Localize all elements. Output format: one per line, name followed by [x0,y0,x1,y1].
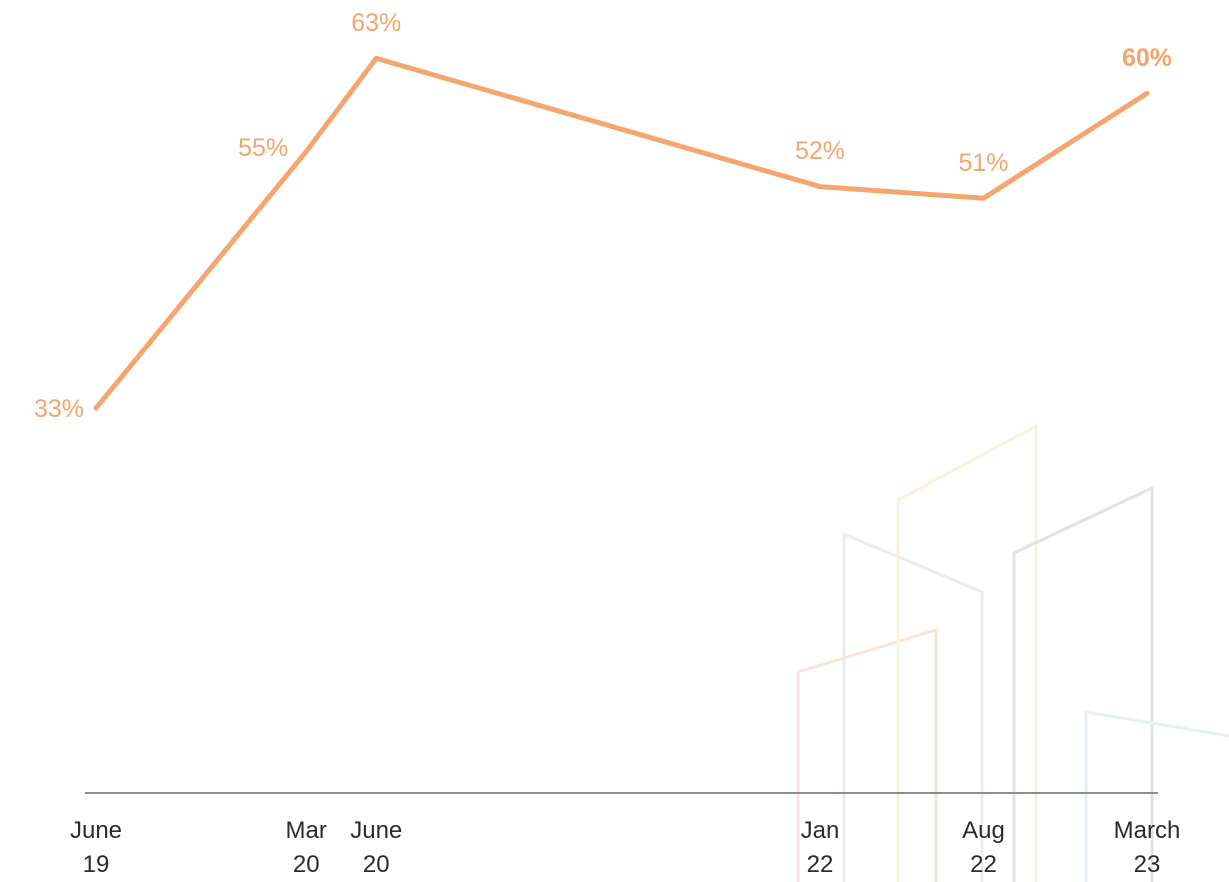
x-tick-label: March 23 [1114,817,1181,878]
x-tick-label: Mar 20 [286,817,327,878]
x-tick-label: Jan 22 [801,817,840,878]
x-tick-label: Aug 22 [962,817,1005,878]
building [842,531,984,882]
data-label: 55% [238,134,288,162]
building [1084,710,1229,882]
data-label: 60% [1122,44,1172,72]
x-tick-label: June 19 [70,817,122,878]
data-label: 33% [34,395,84,423]
building [896,423,1038,882]
data-label: 63% [351,9,401,37]
x-tick-label: June 20 [350,817,402,878]
data-label: 52% [795,137,845,165]
background-buildings [796,423,1229,882]
building [1012,485,1154,882]
building [796,627,938,882]
data-label: 51% [958,149,1008,177]
line [93,55,1150,411]
